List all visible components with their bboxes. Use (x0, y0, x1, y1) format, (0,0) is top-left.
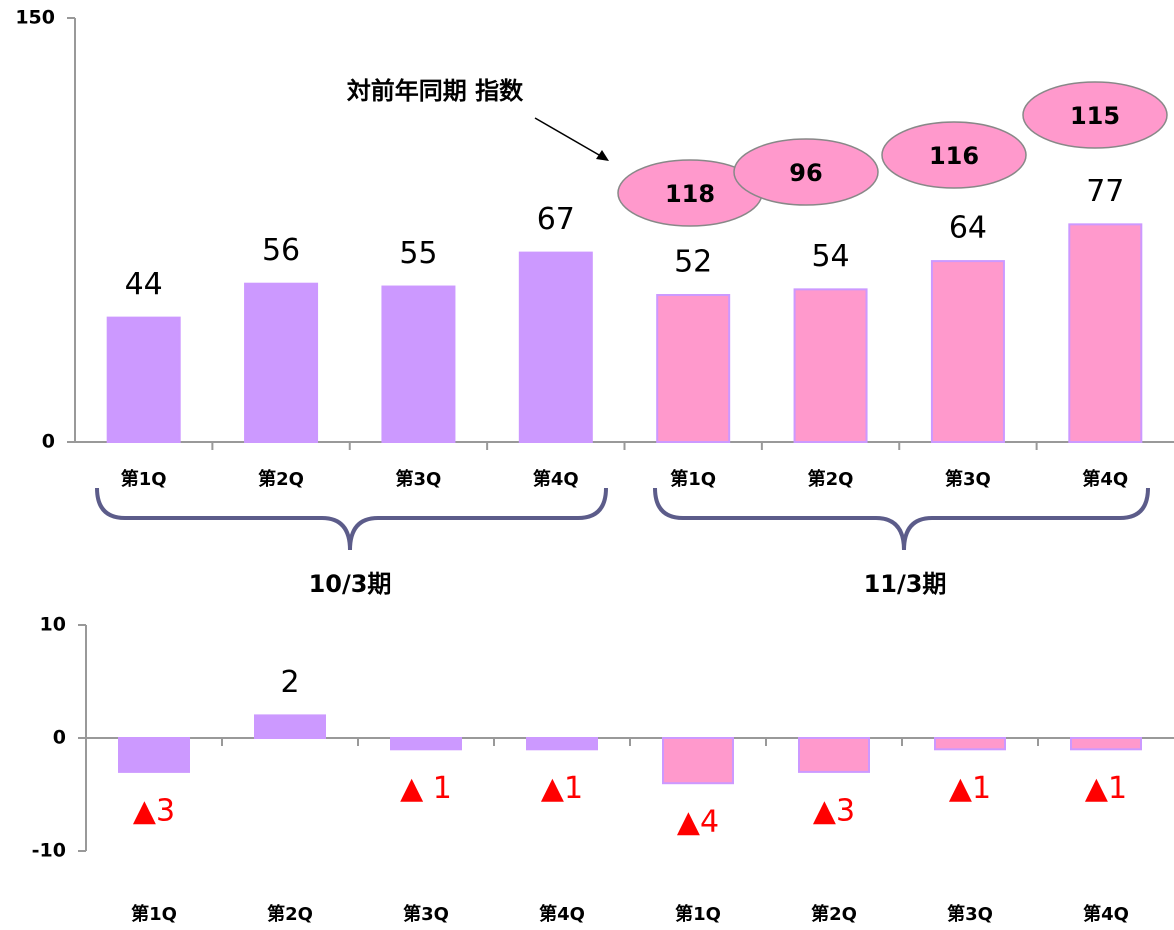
x-tick-label: 第2Q (811, 903, 857, 925)
x-tick-label: 第1Q (675, 903, 721, 925)
index-label: 118 (665, 180, 715, 208)
value-label: 54 (811, 239, 849, 274)
bar (656, 294, 731, 443)
bar (1070, 737, 1142, 751)
index-bubble (881, 121, 1027, 189)
arrow (534, 117, 607, 160)
value-label: 77 (1086, 174, 1124, 209)
arrow-head (596, 150, 609, 161)
bar (518, 251, 593, 443)
x-tick-label: 第4Q (1083, 903, 1129, 925)
bar (930, 260, 1005, 443)
y-tick-label: 10 (40, 614, 66, 636)
x-tick-label: 第3Q (403, 903, 449, 925)
x-tick-label: 第1Q (670, 468, 716, 490)
value-label: ▲3 (133, 793, 175, 828)
x-tick-label: 第4Q (1082, 468, 1128, 490)
value-label: 64 (949, 211, 987, 246)
x-tick-label: 第4Q (533, 468, 579, 490)
bar (106, 316, 181, 444)
value-label: ▲ 1 (400, 771, 452, 806)
group-brace (653, 487, 1150, 551)
bar (118, 737, 190, 773)
bar (381, 285, 456, 443)
value-label: 67 (537, 202, 575, 237)
value-label: ▲1 (949, 771, 991, 806)
bar (244, 282, 319, 443)
index-bubble (1022, 81, 1168, 149)
group-label: 10/3期 (309, 570, 392, 598)
bar (793, 288, 868, 443)
y-tick-label: 0 (42, 431, 55, 453)
y-tick-label: -10 (32, 840, 66, 862)
x-tick-label: 第4Q (539, 903, 585, 925)
value-label: 2 (280, 665, 299, 700)
value-label: ▲3 (813, 793, 855, 828)
group-label: 11/3期 (864, 570, 947, 598)
bar (798, 737, 870, 773)
bar (662, 737, 734, 785)
group-brace (95, 487, 608, 551)
value-label: ▲4 (677, 805, 719, 840)
value-label: 44 (125, 267, 163, 302)
bar (526, 737, 598, 751)
bar (254, 714, 326, 740)
annotation: 対前年同期 指数 (347, 77, 524, 105)
bar (1068, 223, 1143, 443)
y-tick-label: 0 (53, 727, 66, 749)
x-tick-label: 第1Q (131, 903, 177, 925)
x-tick-label: 第2Q (267, 903, 313, 925)
x-tick-label: 第3Q (945, 468, 991, 490)
value-label: 52 (674, 245, 712, 280)
value-label: 56 (262, 233, 300, 268)
x-tick-label: 第2Q (808, 468, 854, 490)
x-tick-label: 第3Q (947, 903, 993, 925)
x-tick-label: 第2Q (258, 468, 304, 490)
index-bubble (733, 138, 879, 206)
x-tick-label: 第3Q (396, 468, 442, 490)
index-label: 96 (789, 159, 822, 187)
bar (934, 737, 1006, 751)
bar (390, 737, 462, 751)
index-label: 116 (929, 142, 979, 170)
x-tick-label: 第1Q (121, 468, 167, 490)
value-label: 55 (399, 236, 437, 271)
y-tick-label: 150 (15, 7, 55, 29)
value-label: ▲1 (1085, 771, 1127, 806)
value-label: ▲1 (541, 771, 583, 806)
index-label: 115 (1070, 102, 1120, 130)
